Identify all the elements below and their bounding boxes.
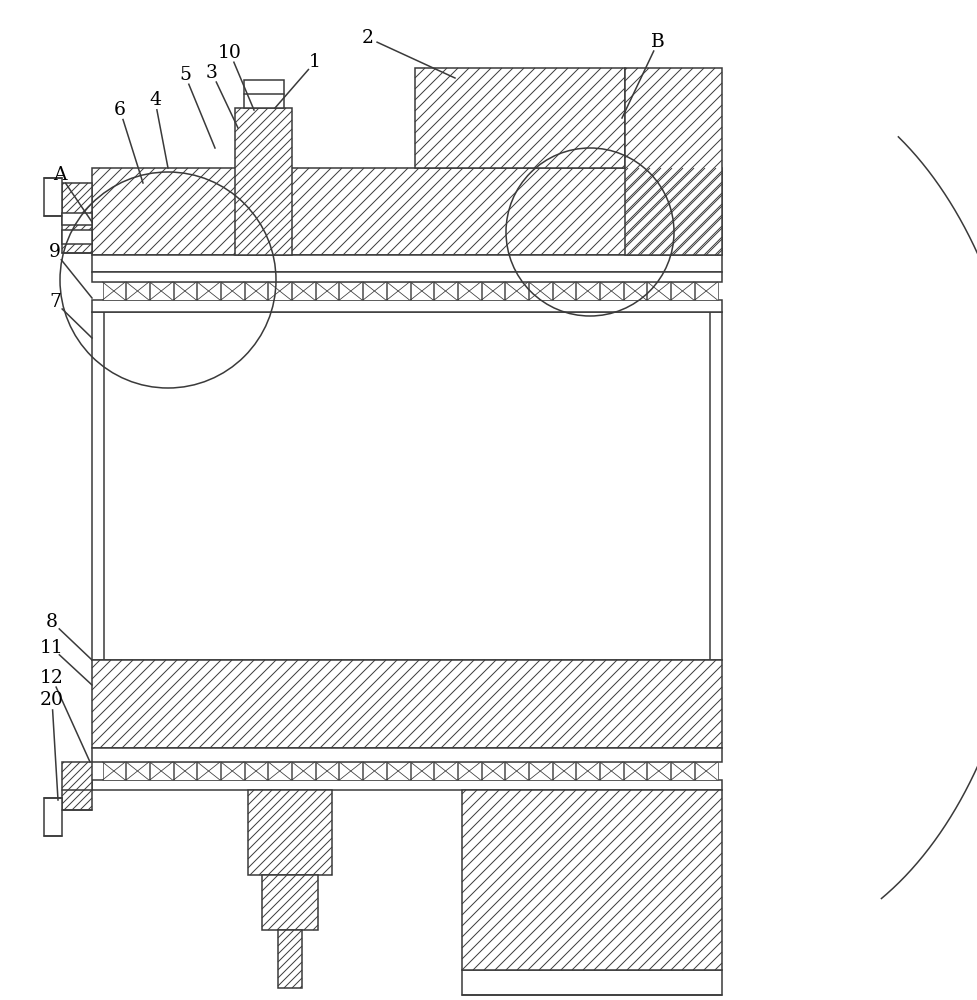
Text: 12: 12 (40, 669, 64, 687)
Bar (552, 762, 574, 780)
Bar (600, 282, 622, 300)
Text: 6: 6 (114, 101, 126, 119)
Bar (103, 762, 125, 780)
Bar (575, 762, 599, 780)
Bar (197, 762, 220, 780)
Bar (461, 970, 721, 995)
Bar (575, 282, 599, 300)
Text: 2: 2 (361, 29, 373, 47)
Bar (552, 282, 574, 300)
Bar (647, 282, 669, 300)
Bar (126, 282, 149, 300)
Bar (44, 798, 62, 836)
Bar (92, 300, 721, 312)
Bar (126, 762, 149, 780)
Bar (694, 282, 717, 300)
Bar (316, 762, 338, 780)
Bar (529, 762, 551, 780)
Bar (505, 762, 528, 780)
Bar (173, 762, 196, 780)
Bar (149, 762, 172, 780)
Bar (670, 762, 693, 780)
Bar (387, 282, 409, 300)
Bar (92, 780, 721, 790)
Bar (457, 762, 480, 780)
Bar (234, 108, 292, 255)
Bar (414, 68, 624, 168)
Bar (529, 282, 551, 300)
Text: 7: 7 (49, 293, 61, 311)
Bar (92, 748, 721, 762)
Bar (62, 183, 92, 253)
Bar (92, 255, 721, 272)
Bar (339, 282, 361, 300)
Bar (410, 762, 433, 780)
Bar (44, 178, 62, 216)
Bar (457, 282, 480, 300)
Bar (277, 930, 302, 988)
Text: 4: 4 (149, 91, 161, 109)
Bar (221, 282, 243, 300)
Bar (434, 762, 456, 780)
Bar (623, 282, 646, 300)
Bar (647, 762, 669, 780)
Bar (62, 762, 92, 810)
Bar (292, 762, 315, 780)
Bar (248, 790, 331, 875)
Bar (461, 790, 721, 970)
Bar (243, 80, 283, 108)
Bar (505, 282, 528, 300)
Bar (244, 282, 267, 300)
Bar (221, 762, 243, 780)
Bar (316, 282, 338, 300)
Bar (481, 282, 504, 300)
Bar (694, 762, 717, 780)
Text: 3: 3 (206, 64, 218, 82)
Text: B: B (651, 33, 664, 51)
Text: 10: 10 (218, 44, 241, 62)
Bar (173, 282, 196, 300)
Text: 5: 5 (179, 66, 191, 84)
Bar (339, 762, 361, 780)
Text: 9: 9 (49, 243, 61, 261)
Bar (92, 168, 721, 255)
Bar (92, 272, 721, 282)
Text: 8: 8 (46, 613, 58, 631)
Bar (103, 282, 125, 300)
Bar (149, 282, 172, 300)
Bar (62, 230, 92, 244)
Bar (197, 282, 220, 300)
Bar (362, 282, 385, 300)
Text: A: A (53, 166, 66, 184)
Text: 11: 11 (40, 639, 64, 657)
Bar (387, 762, 409, 780)
Bar (481, 762, 504, 780)
Text: 1: 1 (309, 53, 320, 71)
Bar (600, 762, 622, 780)
Bar (268, 762, 291, 780)
Bar (434, 282, 456, 300)
Bar (670, 282, 693, 300)
Bar (292, 282, 315, 300)
Bar (62, 213, 92, 225)
Bar (623, 762, 646, 780)
Text: 20: 20 (40, 691, 64, 709)
Bar (244, 762, 267, 780)
Bar (624, 68, 721, 255)
Bar (362, 762, 385, 780)
Bar (410, 282, 433, 300)
Bar (268, 282, 291, 300)
Bar (262, 875, 318, 930)
Bar (92, 660, 721, 748)
